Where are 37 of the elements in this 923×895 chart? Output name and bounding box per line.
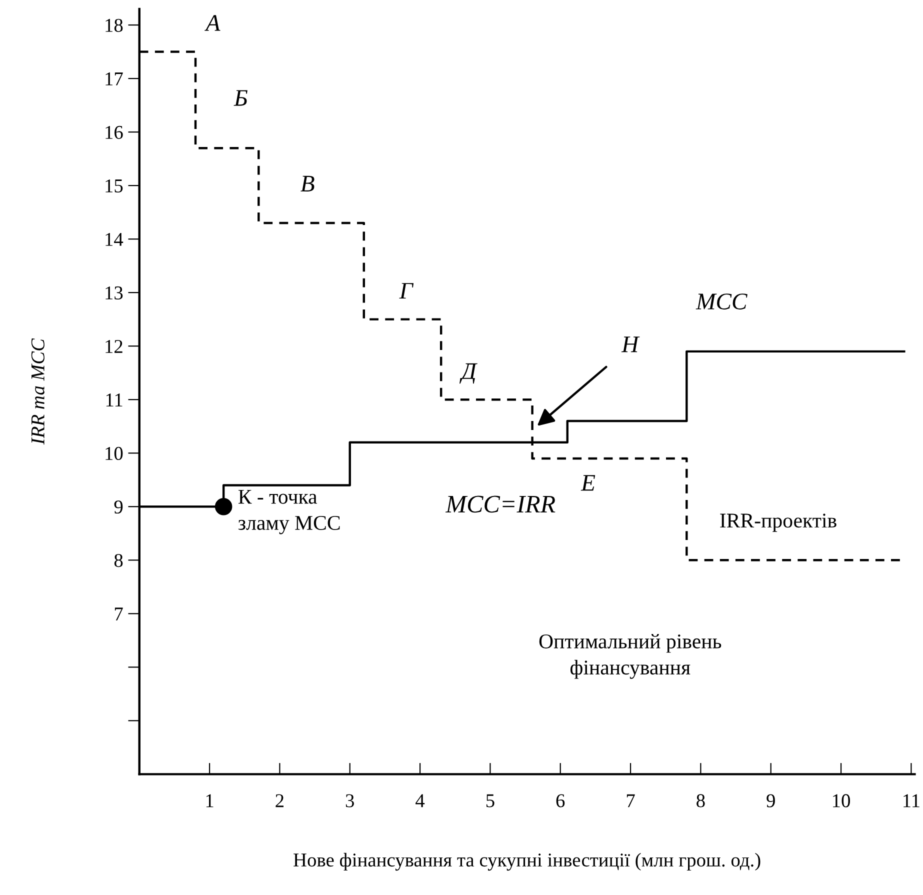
annotation: Г [399, 283, 414, 299]
x-tick-label: 9 [766, 794, 775, 808]
annotation: Б [234, 90, 248, 106]
annotation: К - точка зламу МСС [238, 490, 340, 534]
x-tick-label: 7 [626, 794, 635, 808]
y-tick-label: 13 [106, 286, 123, 300]
y-tick-label: 14 [106, 232, 124, 246]
x-tick-label: 5 [486, 794, 494, 808]
annotation: Н [621, 336, 640, 352]
y-tick-label: 10 [106, 446, 123, 460]
x-tick-label: 2 [276, 794, 284, 808]
x-tick-label: 6 [556, 794, 565, 808]
x-tick-label: 11 [904, 794, 920, 808]
y-axis-title: IRR та MCC [31, 338, 44, 445]
x-tick-label: 1 [206, 794, 214, 808]
y-tick-label: 17 [106, 72, 123, 86]
x-tick-label: 8 [696, 794, 705, 808]
annotation: MCC [696, 294, 748, 310]
annotation: В [300, 176, 314, 192]
y-tick-label: 7 [114, 608, 123, 620]
annotation: IRR-проектів [720, 514, 836, 532]
annotation: Д [460, 363, 478, 384]
y-tick-label: 15 [106, 179, 123, 192]
y-tick-label: 12 [106, 340, 122, 353]
y-tick-label: 18 [106, 18, 123, 32]
y-tick-label: 9 [114, 500, 123, 514]
x-tick-label: 3 [346, 794, 354, 808]
x-tick-label: 4 [416, 794, 425, 808]
annotation: Оптимальний рівень фінансування [539, 634, 722, 679]
annotation: MCC=IRR [445, 496, 556, 513]
y-tick-label: 8 [114, 554, 123, 568]
x-axis-title: Нове фінансування та сукупні інвестиції (млн грош. од.) [294, 852, 760, 871]
annotation: Е [580, 475, 596, 491]
y-tick-label: 16 [106, 126, 123, 139]
y-tick-label: 11 [106, 394, 122, 406]
annotation: А [204, 15, 220, 31]
x-tick-label: 10 [833, 794, 850, 808]
